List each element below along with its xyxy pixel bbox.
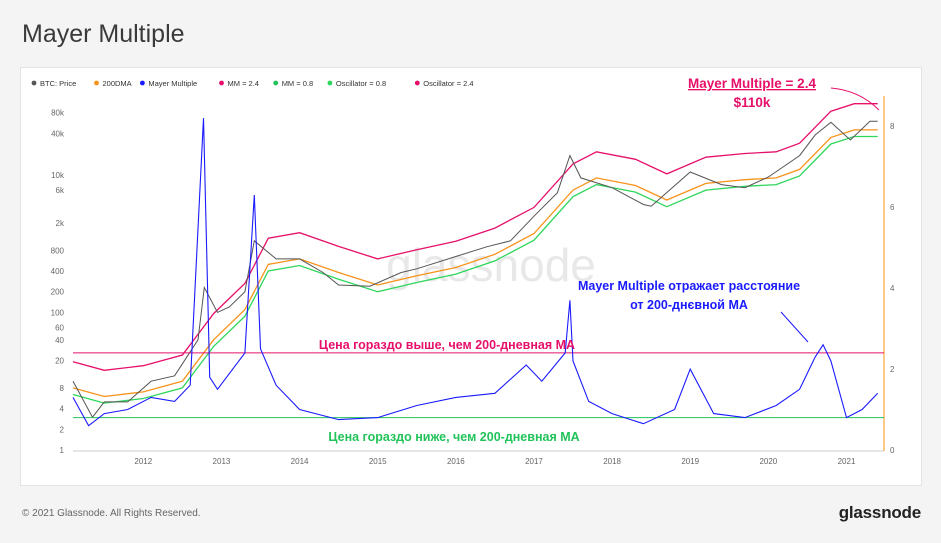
annotation-mm-2.4-title: Mayer Multiple = 2.4 [688,76,816,91]
annotation-arrow-pink [830,87,880,111]
annotation-arrow-blue [780,311,809,343]
x-tick-label: 2020 [759,457,777,466]
chart-annotations: Mayer Multiple = 2.4 $110k Mayer Multiple … [319,76,880,444]
annotation-price-target: $110k [734,95,771,110]
legend-item-3: MM = 2.4 [228,79,259,88]
x-tick-label: 2015 [369,457,387,466]
annotation-mm-description-2: от 200-днєвной МА [630,298,748,312]
x-tick-label: 2021 [838,457,856,466]
y-left-tick-label: 8 [60,384,65,393]
legend-swatch-2 [140,80,145,86]
y-right-tick-label: 8 [890,122,895,131]
legend-swatch-0 [31,80,37,86]
y-left-tick-label: 4 [60,405,65,414]
y-left-tick-label: 2 [60,425,65,434]
x-tick-label: 2019 [681,457,699,466]
annotation-price-below: Цена гораздо ниже, чем 200-дневная МА [328,430,579,444]
mm-2.4-band-line [72,103,878,371]
y-left-tick-label: 1 [60,446,65,455]
y-left-tick-label: 40k [51,129,65,138]
legend-item-2: Mayer Multiple [148,79,197,88]
legend-swatch-3 [219,80,224,86]
y-left-tick-label: 6k [56,186,65,195]
x-tick-label: 2017 [525,457,543,466]
legend-swatch-1 [94,80,99,86]
y-left-tick-label: 800 [51,246,65,255]
legend-swatch-6 [414,80,420,86]
legend-item-1: 200DMA [103,79,132,88]
y-left-tick-label: 2k [56,219,65,228]
y-left-tick-label: 200 [51,288,65,297]
y-right-tick-label: 6 [890,203,895,212]
mayer-multiple-line [72,118,879,427]
copyright-text: © 2021 Glassnode. All Rights Reserved. [22,508,201,519]
legend-item-5: Oscillator = 0.8 [336,79,386,88]
x-tick-label: 2016 [447,457,465,466]
brand-logo: glassnode [838,503,921,522]
y-left-tick-label: 40 [55,336,64,345]
x-tick-label: 2013 [213,457,231,466]
legend-swatch-5 [327,80,333,86]
legend-item-0: BTC: Price [40,79,76,88]
dma-200-line [72,129,878,398]
annotation-mm-description-1: Mayer Multiple отражает расстояние [578,279,800,293]
annotation-price-above: Цена гораздо выше, чем 200-дневная МА [319,338,575,352]
y-left-tick-label: 60 [55,324,64,333]
legend-item-6: Oscillator = 2.4 [423,79,473,88]
chart-card: BTC: Price 200DMA Mayer Multiple MM = 2.4 MM… [20,67,922,486]
chart-lines [72,103,884,427]
page-title: Mayer Multiple [22,20,185,48]
watermark: glassnode [386,239,596,291]
x-tick-label: 2012 [134,457,152,466]
mayer-multiple-chart: BTC: Price 200DMA Mayer Multiple MM = 2.4 MM… [31,76,895,466]
mm-0.8-band-line [72,135,878,404]
chart-axes: 2012 2013 2014 2015 2016 2017 2018 2019 2020 2021… [51,96,895,466]
legend-item-4: MM = 0.8 [282,79,313,88]
chart-legend[interactable]: BTC: Price 200DMA Mayer Multiple MM = 2.4 MM… [31,79,474,88]
y-right-tick-label: 4 [890,284,895,293]
y-left-tick-label: 10k [51,171,65,180]
x-tick-label: 2014 [291,457,309,466]
y-left-tick-label: 80k [51,109,65,118]
y-left-tick-label: 100 [51,308,65,317]
y-left-tick-label: 400 [51,267,65,276]
legend-swatch-4 [273,80,279,86]
y-left-tick-label: 20 [55,356,64,365]
btc-price-line [72,120,878,419]
y-right-tick-label: 2 [890,365,895,374]
y-right-tick-label: 0 [890,446,895,455]
x-tick-label: 2018 [603,457,621,466]
